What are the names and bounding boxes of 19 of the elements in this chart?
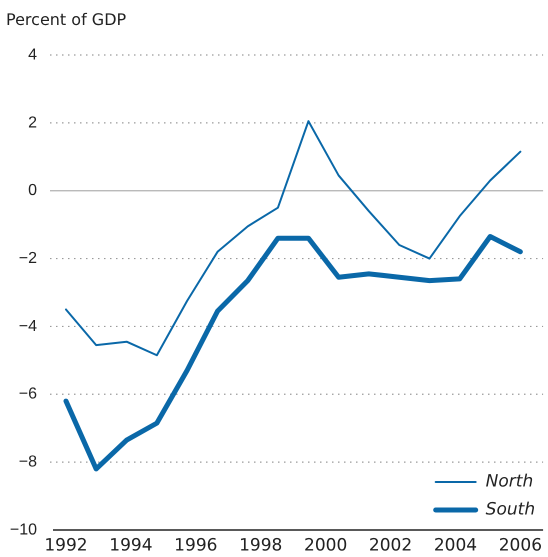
x-tick-label: 2000 (304, 536, 348, 556)
y-tick-label: 0 (28, 182, 38, 200)
y-tick-label: 2 (28, 114, 38, 132)
legend-label: South (486, 499, 536, 520)
y-tick-label: 4 (28, 46, 38, 64)
x-tick-label: 1998 (239, 536, 282, 556)
y-tick-label: −10 (10, 521, 38, 538)
y-tick-label: −2 (18, 250, 38, 267)
x-tick-label: 2006 (498, 536, 542, 556)
y-tick-label: −4 (18, 318, 38, 335)
x-tick-label: 1996 (174, 536, 218, 556)
x-tick-label: 1994 (109, 536, 153, 556)
x-tick-label: 2002 (368, 536, 412, 556)
y-axis-title: Percent of GDP (6, 10, 127, 30)
y-tick-label: −6 (18, 386, 38, 403)
x-tick-label: 1992 (44, 536, 88, 556)
x-tick-label: 2004 (434, 536, 478, 556)
legend-label: North (486, 471, 534, 492)
y-tick-label: −8 (18, 454, 38, 471)
